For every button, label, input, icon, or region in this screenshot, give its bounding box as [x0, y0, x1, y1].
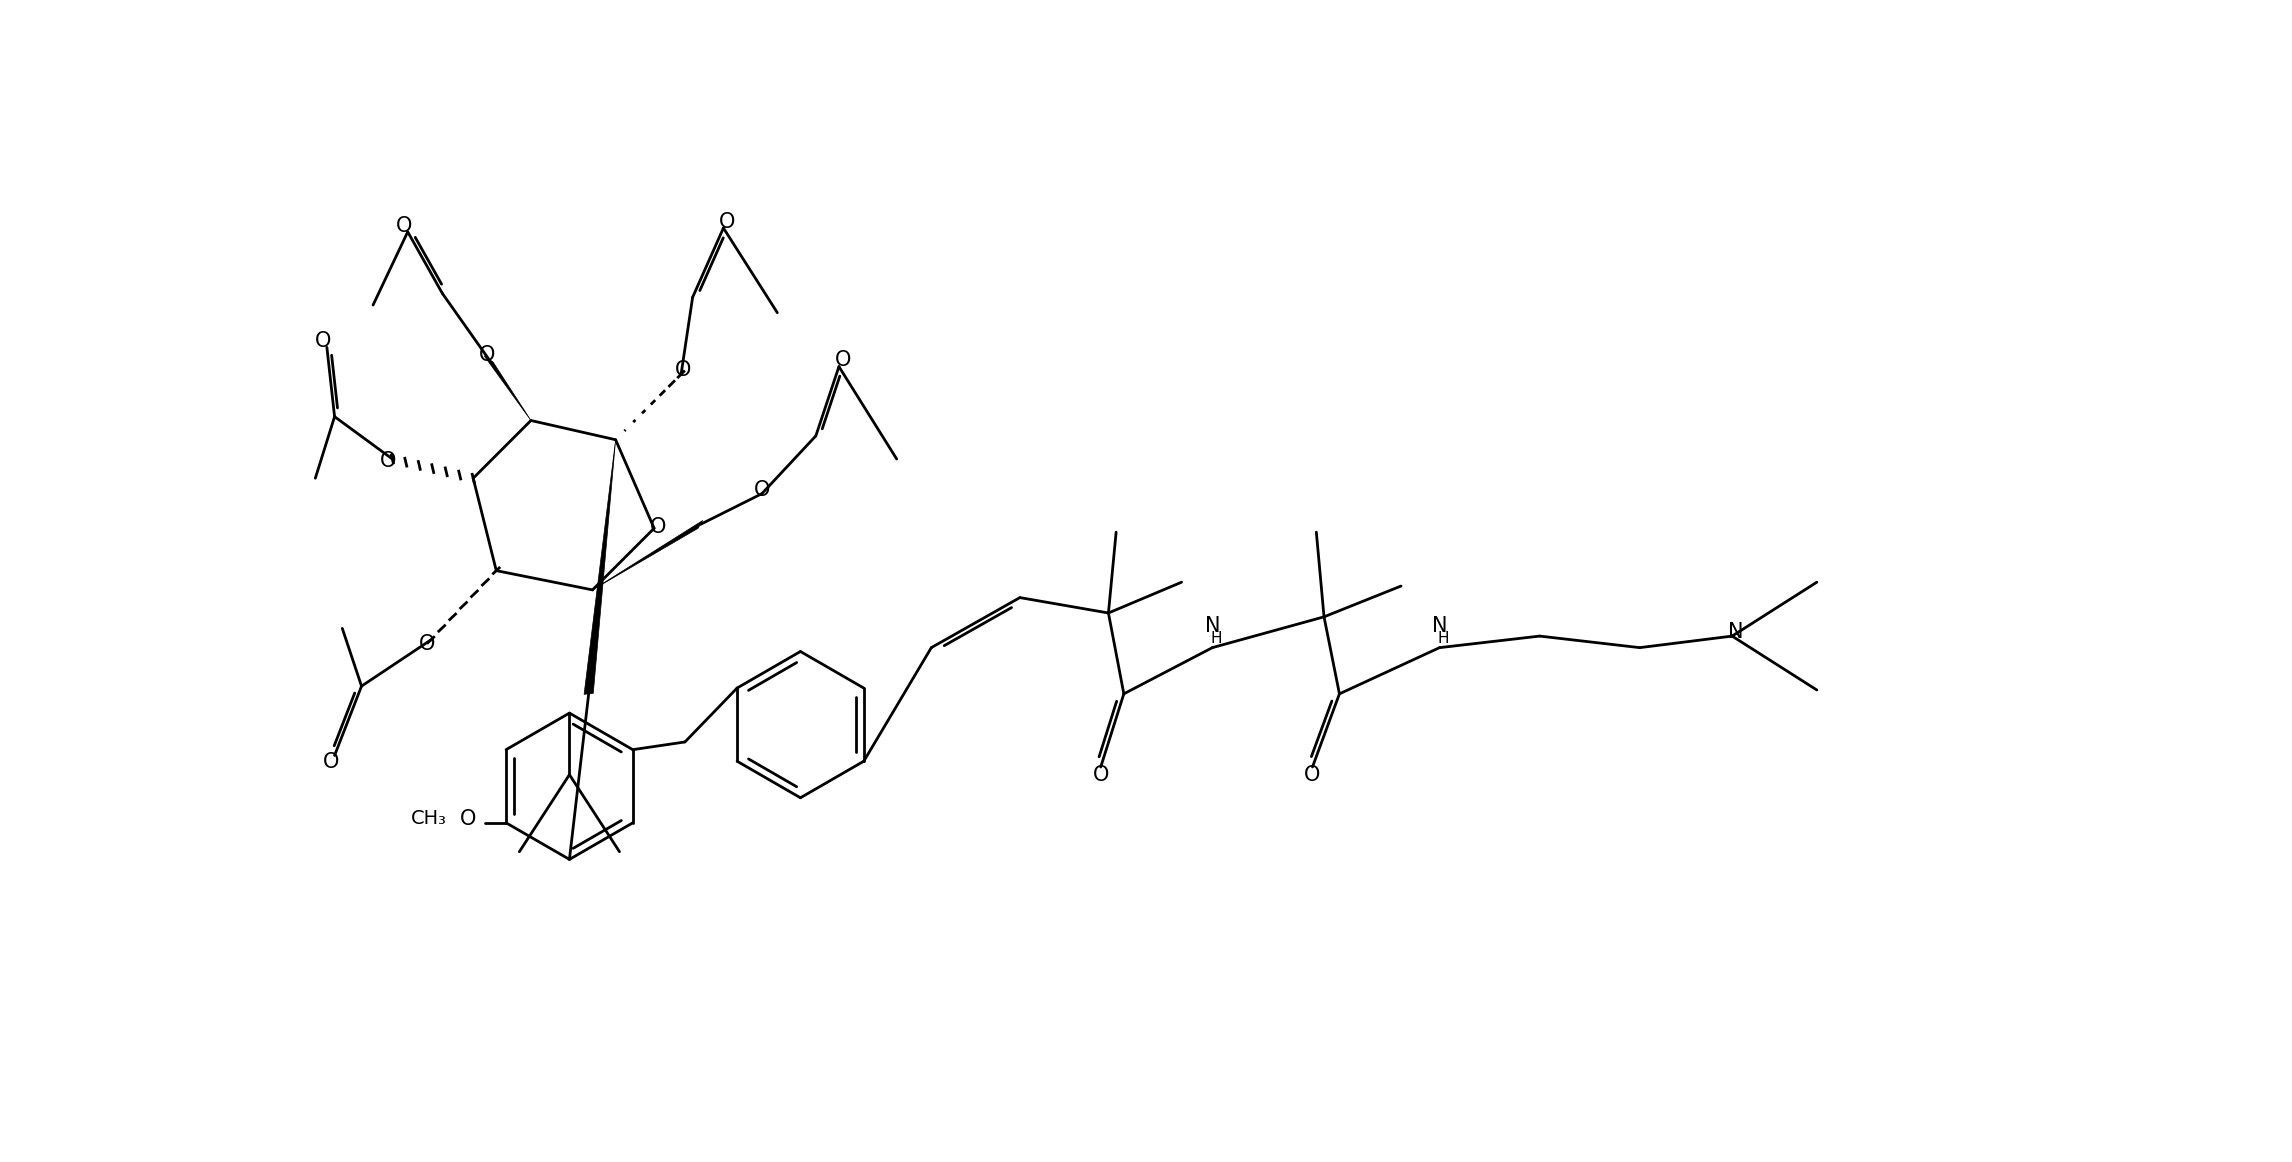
Text: N: N — [1206, 616, 1219, 636]
Text: O: O — [479, 345, 495, 365]
Text: O: O — [754, 480, 770, 500]
Text: N: N — [1432, 616, 1446, 636]
Text: O: O — [1304, 765, 1320, 784]
Text: N: N — [1728, 622, 1744, 643]
Text: O: O — [720, 211, 736, 232]
Text: H: H — [1437, 631, 1449, 646]
Text: O: O — [834, 351, 850, 371]
Polygon shape — [594, 521, 704, 590]
Text: O: O — [676, 360, 692, 380]
Text: O: O — [419, 633, 435, 654]
Polygon shape — [484, 356, 532, 421]
Text: O: O — [458, 809, 477, 829]
Text: O: O — [1093, 765, 1109, 784]
Text: O: O — [651, 517, 667, 537]
Text: O: O — [323, 752, 339, 772]
Text: O: O — [314, 331, 332, 351]
Text: O: O — [380, 451, 397, 471]
Polygon shape — [584, 439, 617, 695]
Text: O: O — [397, 216, 413, 236]
Text: H: H — [1210, 631, 1222, 646]
Text: CH₃: CH₃ — [410, 810, 447, 829]
